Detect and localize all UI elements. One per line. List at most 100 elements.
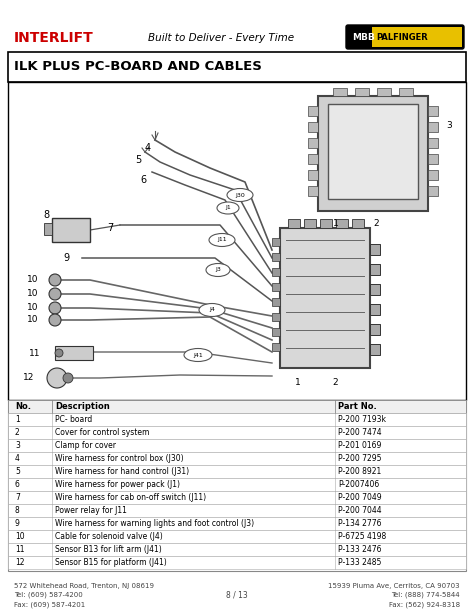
Bar xyxy=(308,106,318,116)
Text: 10: 10 xyxy=(27,275,38,284)
Text: 1: 1 xyxy=(15,415,20,424)
Circle shape xyxy=(49,302,61,314)
Ellipse shape xyxy=(199,303,225,316)
Text: Cover for control system: Cover for control system xyxy=(55,428,149,437)
Text: No.: No. xyxy=(15,402,31,411)
Ellipse shape xyxy=(206,264,230,276)
Text: Sensor B15 for platform (J41): Sensor B15 for platform (J41) xyxy=(55,558,167,567)
Bar xyxy=(8,556,466,569)
Text: INTERLIFT: INTERLIFT xyxy=(14,31,94,45)
Bar xyxy=(288,219,300,228)
Text: J3: J3 xyxy=(215,267,221,273)
Text: 12: 12 xyxy=(15,558,25,567)
Bar xyxy=(8,543,466,556)
Text: Wire harness for power pack (J1): Wire harness for power pack (J1) xyxy=(55,480,180,489)
Bar xyxy=(272,268,280,276)
Bar xyxy=(272,298,280,306)
Text: P-6725 4198: P-6725 4198 xyxy=(338,532,386,541)
Text: P-133 2485: P-133 2485 xyxy=(338,558,382,567)
Text: 10: 10 xyxy=(27,316,38,324)
Text: J30: J30 xyxy=(235,192,245,197)
Text: 572 Whitehead Road, Trenton, NJ 08619: 572 Whitehead Road, Trenton, NJ 08619 xyxy=(14,583,154,589)
Bar xyxy=(428,106,438,116)
Text: 5: 5 xyxy=(135,155,141,165)
Circle shape xyxy=(49,314,61,326)
Text: 4: 4 xyxy=(145,143,151,153)
Bar xyxy=(8,413,466,426)
Text: 11: 11 xyxy=(28,349,40,357)
Text: J41: J41 xyxy=(193,352,203,357)
Bar xyxy=(8,400,466,571)
Bar xyxy=(0,0,474,52)
Text: Tel: (609) 587-4200: Tel: (609) 587-4200 xyxy=(14,592,83,598)
Text: PC- board: PC- board xyxy=(55,415,92,424)
Text: Built to Deliver - Every Time: Built to Deliver - Every Time xyxy=(148,33,294,43)
Text: Clamp for cover: Clamp for cover xyxy=(55,441,116,450)
Text: P-201 0169: P-201 0169 xyxy=(338,441,382,450)
Bar xyxy=(8,52,466,82)
Bar xyxy=(272,343,280,351)
Text: J11: J11 xyxy=(217,237,227,243)
Text: 11: 11 xyxy=(15,545,25,554)
Text: 4: 4 xyxy=(15,454,20,463)
Text: 1: 1 xyxy=(295,378,301,387)
Text: 10: 10 xyxy=(15,532,25,541)
Text: 3: 3 xyxy=(15,441,20,450)
Text: Sensor B13 for lift arm (J41): Sensor B13 for lift arm (J41) xyxy=(55,545,162,554)
Text: 6: 6 xyxy=(15,480,20,489)
Text: 10: 10 xyxy=(27,303,38,313)
Bar xyxy=(272,253,280,261)
Circle shape xyxy=(49,274,61,286)
Bar xyxy=(272,313,280,321)
Bar xyxy=(428,138,438,148)
Bar xyxy=(372,27,462,47)
Ellipse shape xyxy=(209,234,235,246)
Bar xyxy=(336,219,348,228)
Text: 8 / 13: 8 / 13 xyxy=(226,590,248,600)
Ellipse shape xyxy=(184,349,212,362)
Text: 2: 2 xyxy=(373,219,379,228)
Bar xyxy=(355,88,369,96)
Text: Part No.: Part No. xyxy=(338,402,377,411)
Bar xyxy=(52,218,90,242)
Bar xyxy=(308,138,318,148)
Text: P-133 2476: P-133 2476 xyxy=(338,545,382,554)
Text: 3: 3 xyxy=(446,121,452,131)
Text: 15939 Piuma Ave, Cerritos, CA 90703: 15939 Piuma Ave, Cerritos, CA 90703 xyxy=(328,583,460,589)
Bar xyxy=(370,324,380,335)
Bar xyxy=(8,439,466,452)
Circle shape xyxy=(49,288,61,300)
Text: 8: 8 xyxy=(44,210,50,220)
Bar xyxy=(304,219,316,228)
Text: 12: 12 xyxy=(23,373,34,383)
Text: Wire harness for hand control (J31): Wire harness for hand control (J31) xyxy=(55,467,189,476)
Circle shape xyxy=(47,368,67,388)
Bar xyxy=(370,244,380,255)
Text: Wire harness for control box (J30): Wire harness for control box (J30) xyxy=(55,454,183,463)
Bar xyxy=(399,88,413,96)
Circle shape xyxy=(63,373,73,383)
Text: Wire harness for warning lights and foot control (J3): Wire harness for warning lights and foot… xyxy=(55,519,254,528)
Bar xyxy=(370,284,380,295)
Bar xyxy=(8,504,466,517)
Text: 9: 9 xyxy=(15,519,20,528)
Text: P-200 8921: P-200 8921 xyxy=(338,467,381,476)
Text: 8: 8 xyxy=(15,506,20,515)
Text: 1: 1 xyxy=(333,219,339,228)
Bar xyxy=(8,465,466,478)
Bar xyxy=(370,344,380,355)
Bar xyxy=(370,304,380,315)
Bar xyxy=(318,96,428,211)
Bar xyxy=(272,283,280,291)
Bar xyxy=(8,517,466,530)
Text: 10: 10 xyxy=(27,289,38,299)
Text: Fax: (609) 587-4201: Fax: (609) 587-4201 xyxy=(14,601,85,607)
Bar xyxy=(370,264,380,275)
Text: Wire harness for cab on-off switch (J11): Wire harness for cab on-off switch (J11) xyxy=(55,493,206,502)
FancyBboxPatch shape xyxy=(346,25,464,49)
Bar xyxy=(272,328,280,336)
Text: 9: 9 xyxy=(64,253,70,263)
Circle shape xyxy=(55,349,63,357)
Text: P-200 7474: P-200 7474 xyxy=(338,428,382,437)
Text: 7: 7 xyxy=(107,223,113,233)
